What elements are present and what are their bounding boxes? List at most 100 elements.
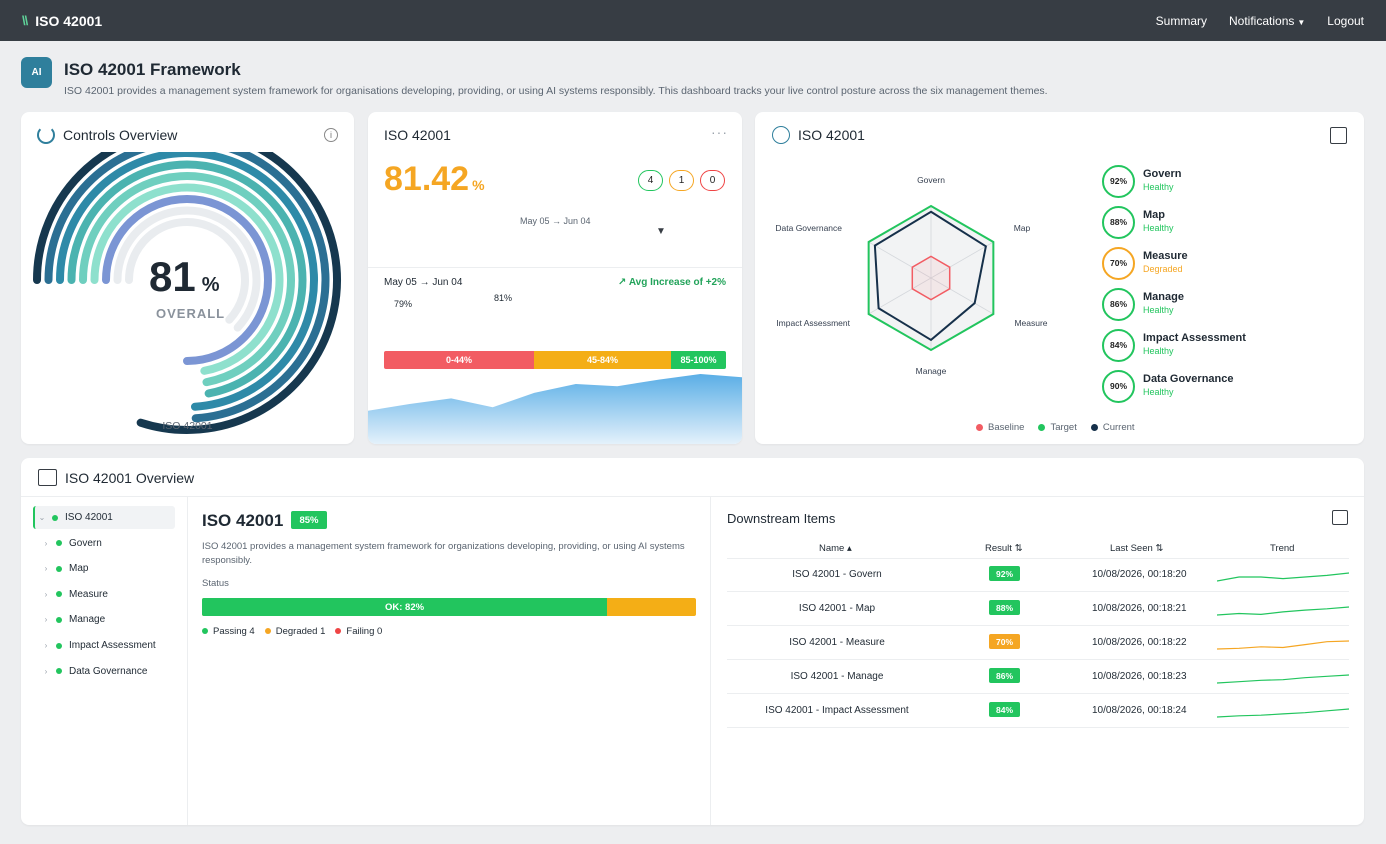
caret-down-icon: ▼ [1297,17,1306,27]
chevron-right-icon: › [44,538,48,548]
status-dot [56,642,62,649]
loading-spinner-icon [37,126,55,144]
row-name: ISO 42001 - Manage [790,671,884,682]
tree-item[interactable]: › Data Governance [33,660,175,683]
theme-score-ring: 84% [1102,328,1135,362]
row-last-seen: 10/08/2026, 00:18:22 [1092,637,1187,648]
nav-notifications-label: Notifications [1229,13,1295,28]
legend-degraded: Degraded 1 [264,626,325,637]
status-legend: Passing 4 Degraded 1 Failing 0 [202,626,382,637]
tree-item[interactable]: › Measure [33,583,175,606]
row-trend-sparkline [1217,708,1349,718]
controls-overview-header: Controls Overview [37,126,177,144]
table-row[interactable]: ISO 42001 - Govern 92% 10/08/2026, 00:18… [727,558,1349,592]
theme-row[interactable]: 70% Measure Degraded [1102,246,1188,280]
radar-axis-label-5: Data Governance [775,223,842,233]
theme-status: Healthy [1143,346,1174,356]
row-name: ISO 42001 - Measure [789,637,885,648]
col-name[interactable]: Name ▴ [819,543,852,554]
expand-icon[interactable] [1330,127,1347,144]
sparkline-path [1217,674,1349,684]
theme-name: Measure [1143,250,1188,262]
range-high: 85-100% [671,351,726,369]
legend-current-label: Current [1102,422,1135,433]
theme-row[interactable]: 84% Impact Assessment Healthy [1102,328,1246,362]
table-row[interactable]: ISO 42001 - Impact Assessment 84% 10/08/… [727,694,1349,728]
status-dot [56,616,62,623]
tree-item-label: Impact Assessment [69,640,156,651]
status-label: Status [202,578,229,589]
theme-row[interactable]: 86% Manage Healthy [1102,287,1184,321]
range-date: May 05 → Jun 04 [520,216,591,226]
radar-axis-label-0: Govern [917,175,945,185]
divider [368,267,742,268]
nav-summary[interactable]: Summary [1155,13,1207,28]
row-last-seen: 10/08/2026, 00:18:21 [1092,603,1187,614]
brand-logo-icon: \\ [22,13,28,28]
radar-axis-2 [930,277,994,315]
tree-item-label: ISO 42001 [65,512,113,523]
legend-passing-label: Passing 4 [213,626,255,637]
tree-item[interactable]: ⌄ ISO 42001 [33,506,175,529]
theme-text: Data Governance Healthy [1143,373,1233,399]
legend-failing-label: Failing 0 [346,626,383,637]
theme-row[interactable]: 92% Govern Healthy [1102,164,1182,198]
tree-item[interactable]: › Impact Assessment [33,634,175,657]
overview-square-icon [38,469,57,486]
more-options-icon[interactable]: ··· [711,124,728,140]
legend-target-dot [1038,423,1046,431]
sparkline-path [1217,640,1349,650]
legend-baseline-label: Baseline [988,422,1025,433]
info-icon[interactable]: i [324,128,338,142]
tree-item[interactable]: › Manage [33,608,175,631]
radar-axis-1 [930,241,994,279]
brand[interactable]: \\ ISO 42001 [22,13,102,29]
tree-item-label: Measure [69,588,108,600]
col-result[interactable]: Result ⇅ [985,543,1023,554]
downstream-title: Downstream Items [727,511,836,526]
theme-score-ring: 90% [1102,369,1135,403]
table-row[interactable]: ISO 42001 - Manage 86% 10/08/2026, 00:18… [727,660,1349,694]
theme-row[interactable]: 90% Data Governance Healthy [1102,369,1233,403]
row-last-seen: 10/08/2026, 00:18:24 [1092,705,1187,716]
detail-title: ISO 42001 [202,511,284,530]
legend-target-label: Target [1050,422,1077,433]
legend-failing: Failing 0 [335,626,382,637]
row-trend-sparkline [1217,572,1349,582]
score-card-title: ISO 42001 [384,127,451,143]
table-header-divider [727,558,1349,559]
ring-arc-2 [102,195,272,365]
col-last-seen[interactable]: Last Seen ⇅ [1110,543,1164,554]
theme-score-ring: 88% [1102,205,1135,239]
theme-row[interactable]: 88% Map Healthy [1102,205,1174,239]
status-ring-icon [772,126,790,144]
theme-text: Manage Healthy [1143,291,1184,317]
table-row[interactable]: ISO 42001 - Measure 70% 10/08/2026, 00:1… [727,626,1349,660]
table-row[interactable]: ISO 42001 - Map 88% 10/08/2026, 00:18:21 [727,592,1349,626]
nav-logout[interactable]: Logout [1327,13,1364,28]
passing-count: 4 [638,170,663,191]
tree-item-label: Manage [69,614,106,626]
radar-target [867,204,995,352]
tree-item[interactable]: › Map [33,557,175,580]
legend-passing: Passing 4 [202,626,255,637]
tree-item[interactable]: › Govern [33,532,175,555]
theme-score-ring: 70% [1102,246,1135,280]
nav-notifications[interactable]: Notifications ▼ [1229,14,1305,28]
trend-label: ↗ Avg Increase of +2% [618,277,726,288]
theme-name: Manage [1143,291,1184,303]
row-result: 92% [989,566,1020,581]
row-name: ISO 42001 - Map [798,603,876,614]
page-title: ISO 42001 Framework [64,60,241,79]
theme-text: Measure Degraded [1143,250,1188,276]
chevron-right-icon: › [44,564,48,574]
radar-current [873,210,987,342]
overview-card: ISO 42001 Overview ISO 42001 85% ISO 420… [21,458,1364,825]
chevron-right-icon: › [44,615,48,625]
downstream-expand-icon[interactable] [1332,510,1348,525]
trend-up-icon: ↗ [618,277,629,288]
theme-name: Govern [1143,168,1182,180]
legend-target: Target [1038,422,1077,433]
overall-value: 81% [149,253,220,301]
radar-axis-label-1: Map [1014,223,1031,233]
